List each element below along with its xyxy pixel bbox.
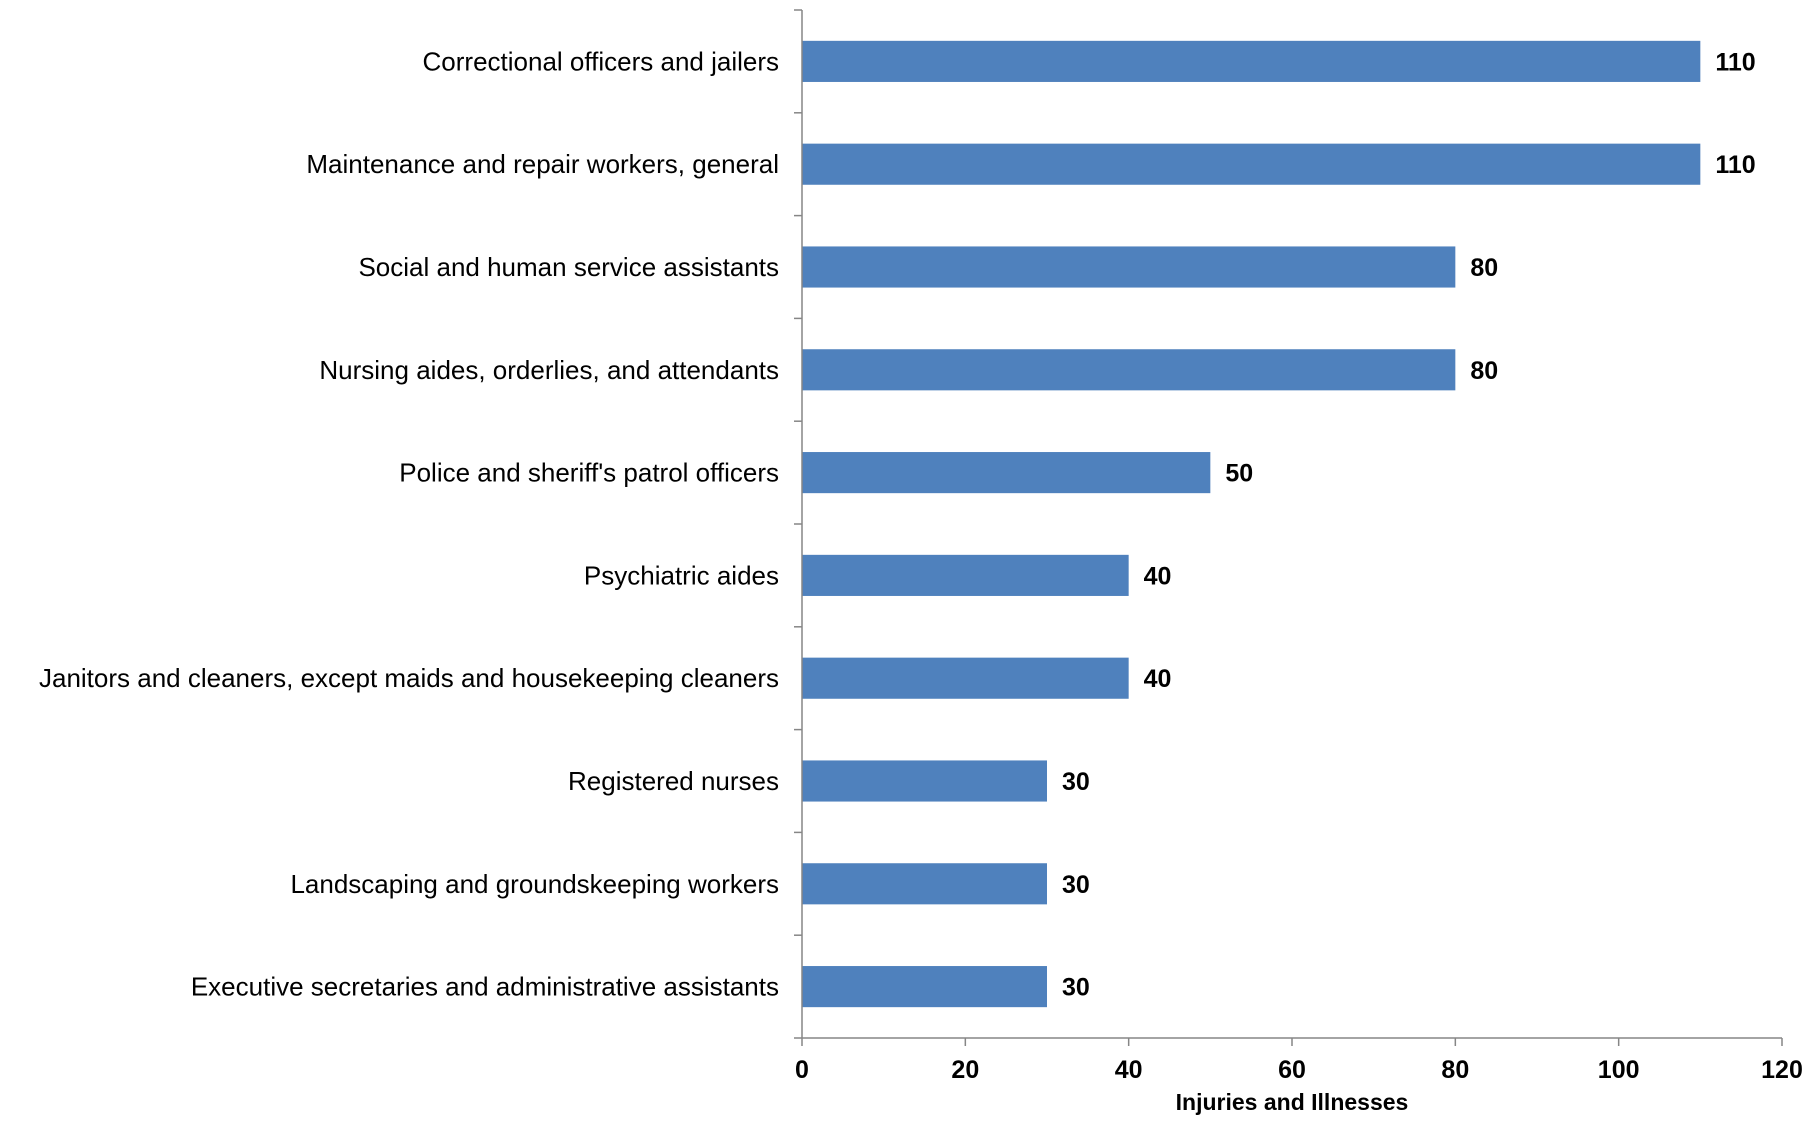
data-label-7: 40 <box>1144 665 1172 693</box>
category-label-1: Correctional officers and jailers <box>423 46 779 76</box>
x-tick-label-1: 0 <box>795 1056 809 1084</box>
bar-8 <box>802 760 1047 802</box>
category-label-10: Executive secretaries and administrative… <box>191 972 779 1002</box>
x-tick-label-5: 80 <box>1441 1056 1469 1084</box>
bar-10 <box>802 966 1047 1008</box>
data-label-8: 30 <box>1062 768 1090 796</box>
category-label-7: Janitors and cleaners, except maids and … <box>39 663 779 693</box>
data-label-9: 30 <box>1062 871 1090 899</box>
axes-layer <box>794 9 1783 1046</box>
bar-3 <box>802 246 1456 288</box>
x-tick-label-3: 40 <box>1115 1056 1143 1084</box>
x-tick-label-4: 60 <box>1278 1056 1306 1084</box>
x-tick-label-6: 100 <box>1598 1056 1640 1084</box>
data-label-2: 110 <box>1715 151 1755 179</box>
data-label-10: 30 <box>1062 974 1090 1002</box>
category-label-2: Maintenance and repair workers, general <box>306 149 779 179</box>
category-label-3: Social and human service assistants <box>358 252 779 282</box>
bar-5 <box>802 452 1211 494</box>
labels-layer: Correctional officers and jailers 110 Main… <box>39 46 1803 1084</box>
bar-2 <box>802 143 1701 185</box>
bar-9 <box>802 863 1047 905</box>
category-label-8: Registered nurses <box>568 766 779 796</box>
category-label-5: Police and sheriff's patrol officers <box>399 458 779 488</box>
category-label-4: Nursing aides, orderlies, and attendants <box>319 355 779 385</box>
bar-1 <box>802 40 1701 82</box>
category-label-9: Landscaping and groundskeeping workers <box>290 869 779 899</box>
data-label-4: 80 <box>1470 357 1498 385</box>
data-label-6: 40 <box>1144 562 1172 590</box>
category-label-6: Psychiatric aides <box>584 560 779 590</box>
x-axis-title: Injuries and Illnesses <box>1176 1089 1409 1115</box>
bars-layer <box>802 40 1701 1008</box>
data-label-3: 80 <box>1470 254 1498 282</box>
data-label-1: 110 <box>1715 48 1755 76</box>
bar-7 <box>802 657 1129 699</box>
bar-6 <box>802 554 1129 596</box>
bar-4 <box>802 349 1456 391</box>
data-label-5: 50 <box>1225 460 1253 488</box>
x-tick-label-7: 120 <box>1761 1056 1803 1084</box>
x-tick-label-2: 20 <box>951 1056 979 1084</box>
